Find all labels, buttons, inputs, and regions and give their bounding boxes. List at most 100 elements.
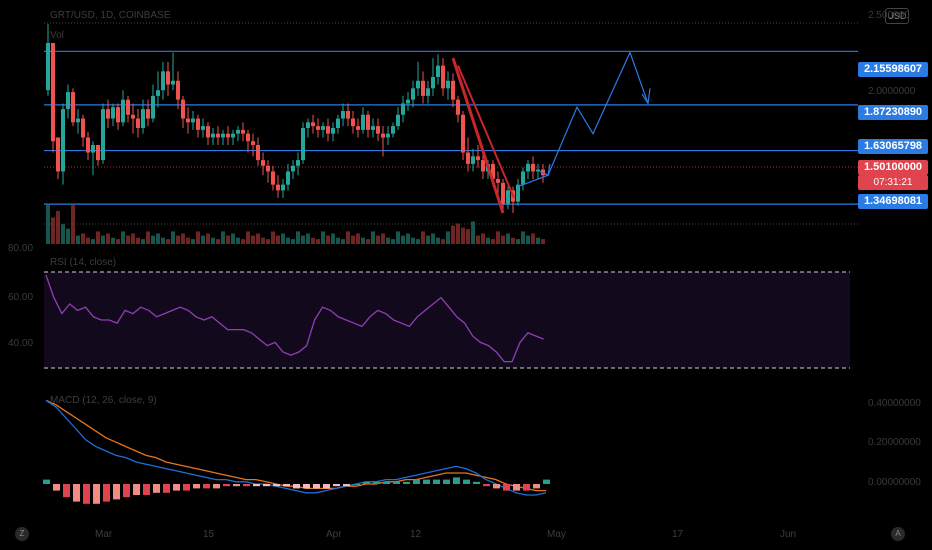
candle-up (231, 133, 235, 138)
volume-bar (346, 231, 350, 244)
volume-bar (141, 239, 145, 244)
candle-up (66, 92, 70, 110)
price-level-tag[interactable]: 1.63065798 (858, 139, 928, 154)
candle-up (286, 171, 290, 185)
candle-down (496, 179, 500, 183)
volume-bar (386, 237, 390, 244)
price-level-tag[interactable]: 2.15598607 (858, 62, 928, 77)
candle-down (251, 141, 255, 145)
volume-bar (336, 237, 340, 244)
macd-line (45, 399, 547, 496)
volume-bar (411, 237, 415, 244)
macd-histogram-bar (143, 484, 150, 495)
candle-up (306, 122, 310, 128)
macd-histogram-bar (493, 484, 500, 489)
candle-up (156, 90, 160, 96)
candle-up (396, 114, 400, 127)
auto-scale-button[interactable]: A (891, 527, 905, 541)
volume-bar (261, 237, 265, 244)
candle-down (216, 133, 220, 138)
volume-bar (181, 233, 185, 244)
time-axis-label: 12 (410, 529, 422, 540)
rsi-axis-label: 60.00 (8, 292, 34, 303)
macd-histogram-bar (363, 481, 370, 484)
last-price-tag[interactable]: 1.50100000 (858, 160, 928, 175)
volume-bar (461, 227, 465, 244)
candle-down (196, 118, 200, 130)
macd-histogram-bar (153, 484, 160, 493)
volume-bar (241, 239, 245, 244)
candle-up (416, 80, 420, 89)
candle-down (256, 145, 260, 161)
volume-bar (61, 224, 65, 244)
price-axis-top-label: 2.500000 (868, 10, 910, 21)
volume-bar (246, 231, 250, 244)
macd-histogram-bar (543, 479, 550, 484)
candle-down (226, 133, 230, 138)
candle-up (211, 133, 215, 138)
macd-histogram-bar (523, 484, 530, 491)
time-axis-label: Jun (780, 529, 797, 540)
volume-bar (441, 239, 445, 244)
candle-up (321, 126, 325, 130)
volume-bar (131, 233, 135, 244)
volume-bar (101, 235, 105, 244)
candle-down (241, 129, 245, 134)
volume-bar (111, 237, 115, 244)
candle-up (516, 184, 520, 202)
macd-histogram-bar (343, 484, 350, 487)
candle-up (301, 128, 305, 161)
volume-bar (231, 233, 235, 244)
candle-down (531, 163, 535, 172)
candle-down (381, 133, 385, 138)
macd-histogram-bar (233, 484, 240, 487)
candle-down (146, 109, 150, 119)
macd-histogram-bar (443, 479, 450, 484)
volume-bar (271, 231, 275, 244)
time-axis-label: Apr (326, 529, 342, 540)
volume-bar (306, 233, 310, 244)
volume-bar (251, 235, 255, 244)
macd-histogram-bar (293, 484, 300, 489)
price-level-tag[interactable]: 1.87230890 (858, 105, 928, 120)
candle-down (176, 80, 180, 100)
volume-bar (126, 235, 130, 244)
macd-histogram-bar (73, 484, 80, 502)
candle-down (376, 126, 380, 134)
volume-bar (96, 231, 100, 244)
price-axis-mid-label: 2.0000000 (868, 86, 916, 97)
macd-histogram-bar (113, 484, 120, 500)
volume-bar (191, 239, 195, 244)
countdown-tag: 07:31:21 (858, 175, 928, 190)
volume-bar (456, 223, 460, 244)
candle-down (56, 137, 60, 172)
timezone-button[interactable]: Z (15, 527, 29, 541)
volume-bar (541, 239, 545, 244)
candle-down (86, 137, 90, 153)
candle-up (296, 160, 300, 166)
macd-histogram-bar (263, 484, 270, 487)
volume-bar (401, 235, 405, 244)
macd-histogram-bar (473, 481, 480, 484)
candle-down (351, 118, 355, 127)
candle-up (471, 156, 475, 164)
candle-down (276, 184, 280, 191)
currency-button[interactable]: USD (885, 8, 909, 24)
candle-up (411, 88, 415, 100)
candle-up (91, 145, 95, 153)
candle-up (446, 80, 450, 89)
volume-bar (221, 231, 225, 244)
macd-histogram-bar (333, 484, 340, 487)
candle-up (426, 88, 430, 96)
volume-bar (166, 239, 170, 244)
volume-bar (216, 239, 220, 244)
candle-down (461, 114, 465, 153)
price-level-tag[interactable]: 1.34698081 (858, 194, 928, 209)
volume-bar (211, 237, 215, 244)
candle-down (166, 71, 170, 85)
volume-bar (76, 235, 80, 244)
candle-down (466, 152, 470, 164)
candle-down (356, 126, 360, 130)
trend-line (451, 57, 505, 214)
